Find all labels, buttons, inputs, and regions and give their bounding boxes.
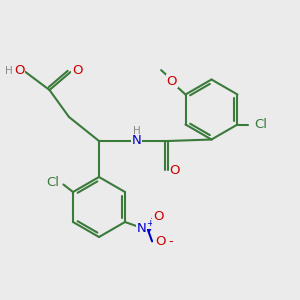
- Text: Cl: Cl: [254, 118, 267, 131]
- Text: O: O: [155, 235, 166, 248]
- Text: O: O: [169, 164, 180, 177]
- Text: H: H: [5, 65, 13, 76]
- Text: +: +: [146, 220, 154, 229]
- Text: Cl: Cl: [47, 176, 60, 189]
- Text: O: O: [14, 64, 25, 77]
- Text: H: H: [133, 126, 140, 136]
- Text: -: -: [169, 235, 173, 248]
- Text: O: O: [72, 64, 82, 77]
- Text: N: N: [132, 134, 141, 148]
- Text: O: O: [153, 210, 164, 223]
- Text: O: O: [167, 75, 177, 88]
- Text: N: N: [137, 222, 147, 235]
